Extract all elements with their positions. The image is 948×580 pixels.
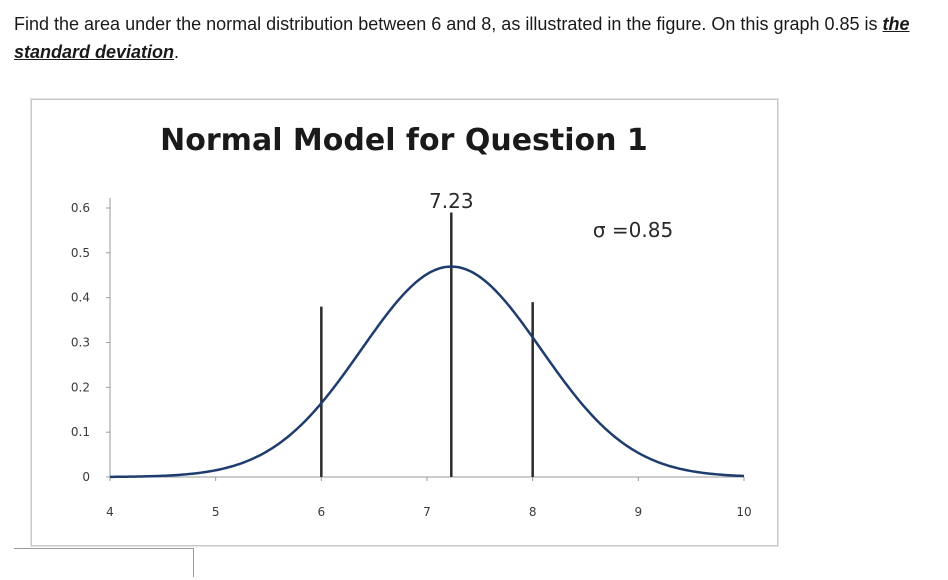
y-tick-label: 0.4 bbox=[71, 291, 90, 305]
normal-density-curve bbox=[109, 265, 745, 479]
reference-lines bbox=[320, 212, 534, 477]
chart-annotations: 7.23 σ =0.85 bbox=[429, 189, 673, 242]
answer-input-box[interactable] bbox=[14, 548, 194, 577]
x-tick-label: 8 bbox=[529, 505, 537, 519]
chart-canvas: Normal Model for Question 1 0 0.1 0.2 0.3 0.… bbox=[71, 123, 752, 519]
x-tick-label: 7 bbox=[423, 505, 431, 519]
x-tick-label: 6 bbox=[318, 505, 326, 519]
x-tick-label: 9 bbox=[635, 505, 643, 519]
chart-title: Normal Model for Question 1 bbox=[160, 123, 648, 158]
chart-axes: 0 0.1 0.2 0.3 0.4 0.5 0.6 4 5 6 7 8 9 10 bbox=[71, 198, 752, 519]
question-text: Find the area under the normal distribut… bbox=[14, 10, 939, 66]
question-end: . bbox=[174, 42, 180, 62]
question-emphasis: the standard deviation bbox=[14, 14, 910, 62]
x-tick-label: 5 bbox=[212, 505, 220, 519]
y-tick-label: 0.6 bbox=[71, 201, 90, 215]
x-tick-label: 4 bbox=[106, 505, 114, 519]
chart-annotation-label: 7.23 bbox=[429, 189, 474, 213]
chart-annotation-label: σ =0.85 bbox=[593, 218, 673, 242]
normal-model-chart: Normal Model for Question 1 0 0.1 0.2 0.3 0.… bbox=[31, 99, 778, 546]
y-tick-label: 0.1 bbox=[71, 425, 90, 439]
y-tick-label: 0 bbox=[82, 470, 90, 484]
y-tick-label: 0.5 bbox=[71, 246, 90, 260]
question-body: Find the area under the normal distribut… bbox=[14, 14, 883, 34]
x-tick-label: 10 bbox=[736, 505, 751, 519]
y-tick-label: 0.3 bbox=[71, 336, 90, 350]
normal-curve bbox=[109, 265, 745, 479]
y-tick-label: 0.2 bbox=[71, 380, 90, 394]
